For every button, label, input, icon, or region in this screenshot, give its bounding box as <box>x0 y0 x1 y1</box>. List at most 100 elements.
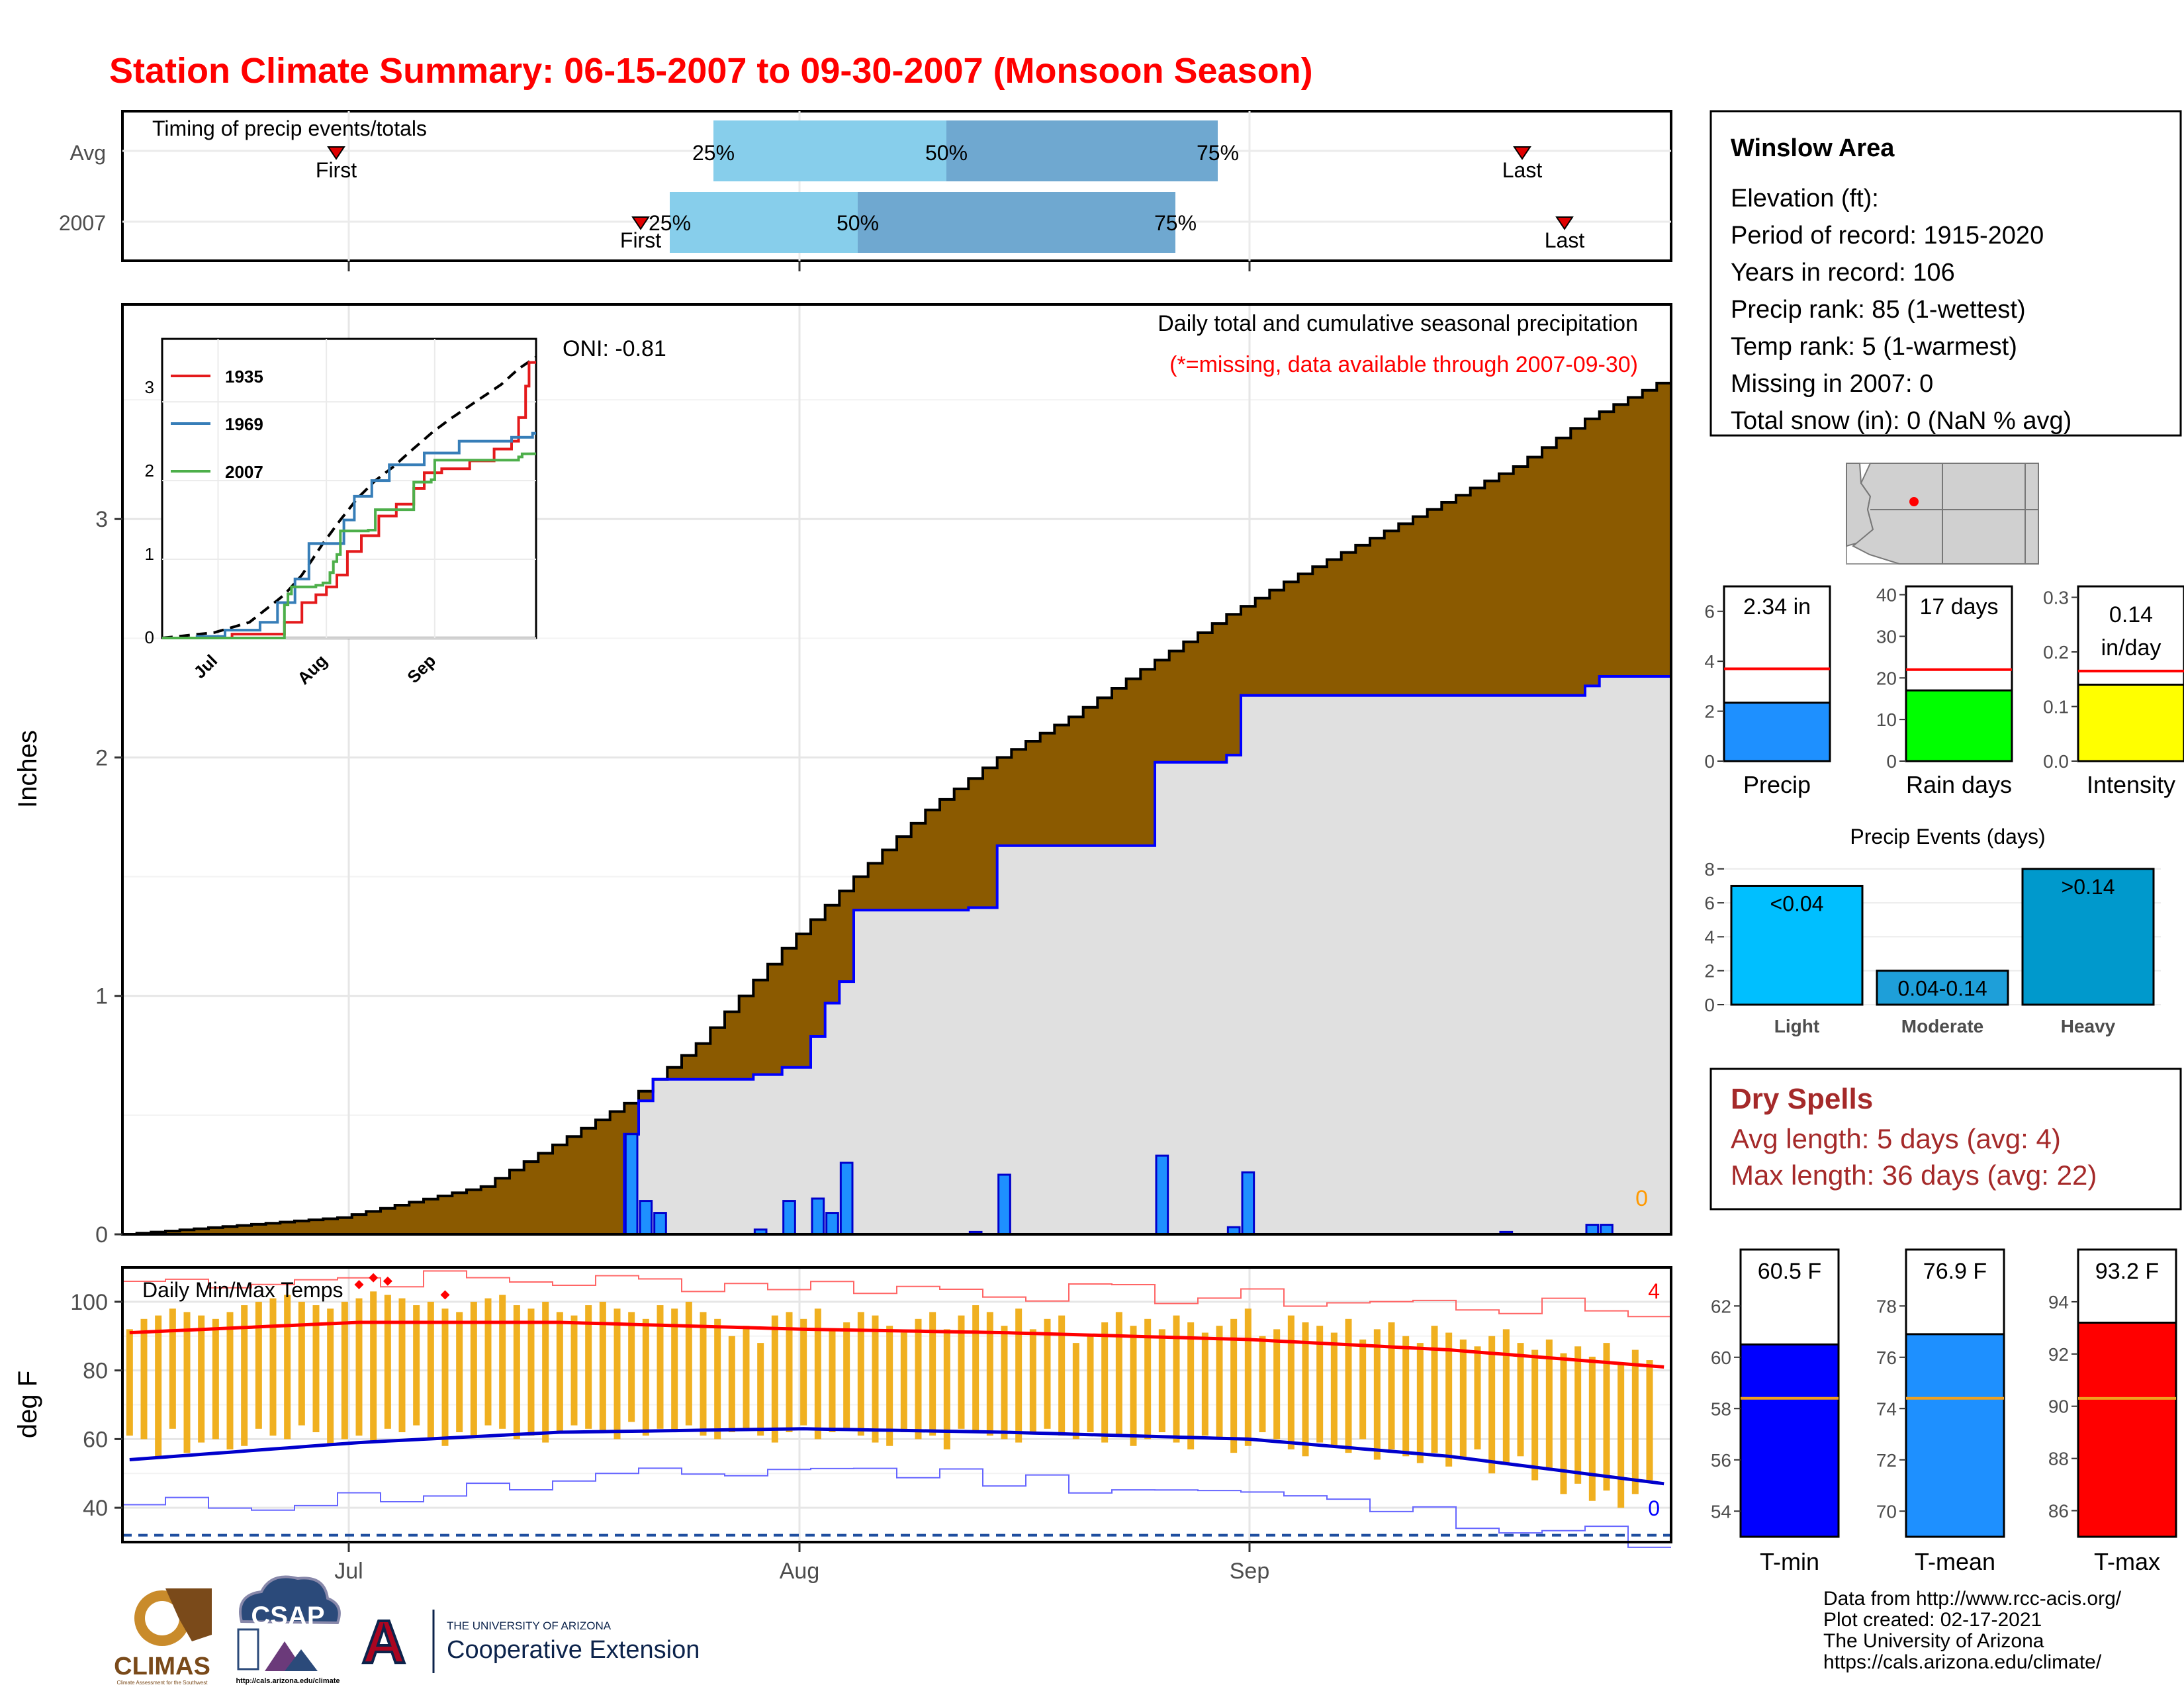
2007-p25-label: 25% <box>649 211 691 235</box>
daily-precip-bar <box>1241 1171 1255 1236</box>
dry-spells-avg: Avg length: 5 days (avg: 4) <box>1731 1123 2061 1154</box>
precip-event-tick: 4 <box>1704 927 1715 947</box>
precip-event-bar-moderate <box>1876 970 2009 1006</box>
daily-temp-bar <box>685 1301 692 1426</box>
daily-temp-bar <box>1330 1332 1338 1446</box>
daily-temp-bar <box>1244 1308 1251 1446</box>
daily-temp-bar <box>155 1315 162 1457</box>
avg-p50-label: 50% <box>925 141 968 165</box>
credit-line-1: Data from http://www.rcc-acis.org/ <box>1823 1588 2122 1610</box>
precip-event-category: Heavy <box>2061 1016 2116 1036</box>
main-y-axis: 0 1 2 3 <box>95 507 122 1248</box>
cold-count: 0 <box>1648 1496 1660 1520</box>
timing-row-label-2007: 2007 <box>59 211 106 235</box>
daily-temp-bar <box>570 1315 578 1426</box>
ua-logo-line2: Cooperative Extension <box>447 1636 700 1664</box>
daily-temp-bar <box>1173 1315 1180 1443</box>
daily-temp-bar <box>1502 1329 1510 1463</box>
temp-bar-label: T-max <box>2094 1548 2160 1575</box>
daily-temp-bar <box>786 1312 793 1432</box>
mini-bar-precip <box>1723 702 1831 762</box>
daily-temp-bar <box>355 1298 363 1436</box>
avg-cumulative-line <box>122 381 1671 1236</box>
main-ylabel: Inches <box>13 730 42 808</box>
credits: Data from http://www.rcc-acis.org/ Plot … <box>1823 1588 2122 1673</box>
temp-bar-label: T-min <box>1760 1548 1819 1575</box>
daily-temp-bar <box>1517 1343 1524 1457</box>
avg-first-label: First <box>316 158 357 182</box>
daily-temp-bar <box>814 1308 821 1440</box>
record-high-marker <box>369 1273 379 1283</box>
mini-bar-label: Precip <box>1743 771 1811 798</box>
daily-temp-bar <box>915 1318 922 1440</box>
daily-precip-bar <box>1155 1154 1169 1236</box>
record-high-marker <box>383 1276 392 1286</box>
daily-temp-bar <box>1087 1336 1094 1432</box>
daily-precip-bar <box>825 1212 839 1236</box>
daily-temp-bar <box>628 1312 635 1422</box>
avg-last-marker <box>1513 146 1531 160</box>
daily-precip-bar <box>624 1133 639 1236</box>
ua-logo: A THE UNIVERSITY OF ARIZONA Cooperative … <box>361 1607 700 1677</box>
daily-precip-bar <box>997 1173 1011 1236</box>
daily-temp-bar <box>829 1329 836 1432</box>
daily-temp-bar <box>1316 1326 1324 1443</box>
daily-temp-bar <box>1029 1329 1036 1432</box>
mini-bar-tick: 6 <box>1704 602 1715 622</box>
daily-temp-bar <box>972 1305 979 1432</box>
daily-temp-bar <box>1588 1356 1596 1501</box>
station-line-temp-rank: Temp rank: 5 (1-warmest) <box>1731 333 2017 361</box>
mini-bar-rain-days <box>1905 689 2013 762</box>
daily-temp-bar <box>1101 1322 1109 1443</box>
precip-event-category: Light <box>1774 1016 1819 1036</box>
inset-legend-1935: 1935 <box>225 367 263 387</box>
daily-temp-bar <box>183 1312 191 1453</box>
temp-ytick: 80 <box>83 1359 108 1384</box>
avg-min-line <box>129 1427 1664 1486</box>
daily-temp-bar <box>1158 1329 1165 1432</box>
daily-temp-bar <box>1115 1312 1122 1436</box>
oni-value: ONI: -0.81 <box>563 336 666 361</box>
daily-temp-bar <box>1574 1346 1582 1484</box>
daily-temp-bar <box>1402 1336 1410 1457</box>
daily-temp-bar <box>1646 1360 1653 1481</box>
daily-temp-bar <box>714 1318 721 1440</box>
daily-temp-bar <box>757 1343 764 1436</box>
avg-max-line <box>129 1320 1664 1369</box>
temp-bar-tick: 76 <box>1876 1348 1897 1368</box>
2007-25-50-bar <box>670 192 858 253</box>
daily-temp-bar <box>513 1305 520 1440</box>
mini-bar-label: Intensity <box>2087 771 2175 798</box>
temp-bar-value: 60.5 F <box>1758 1259 1821 1284</box>
daily-precip-bar <box>653 1212 667 1236</box>
daily-temp-bar <box>456 1312 463 1432</box>
daily-temp-bar <box>614 1308 621 1440</box>
dry-spells-title: Dry Spells <box>1731 1083 1873 1115</box>
temp-chart-title: Daily Min/Max Temps <box>142 1278 343 1302</box>
mini-bar-tick: 10 <box>1876 709 1897 730</box>
inset-ytick-2: 2 <box>145 461 154 480</box>
temp-bar-tick: 60 <box>1711 1348 1731 1368</box>
daily-temp-bar <box>1388 1322 1395 1449</box>
precip-event-bar-label: >0.14 <box>2062 875 2115 899</box>
2007-p50-label: 50% <box>837 211 879 235</box>
station-line-missing: Missing in 2007: 0 <box>1731 370 1933 398</box>
precip-event-bar-label: 0.04-0.14 <box>1897 977 1987 1001</box>
xtick-jul: Jul <box>334 1559 363 1584</box>
xtick-aug: Aug <box>780 1559 820 1584</box>
daily-temp-bar <box>857 1312 864 1436</box>
mini-bar-tick: 0.3 <box>2043 588 2069 608</box>
missing-count: 0 <box>1635 1186 1648 1211</box>
daily-temp-bar <box>1230 1318 1238 1453</box>
daily-temp-bar <box>1273 1329 1281 1440</box>
precip-event-category: Moderate <box>1901 1016 1983 1036</box>
daily-precip-bar <box>782 1200 796 1236</box>
inset-2007-line <box>162 452 537 639</box>
daily-temp-bar <box>327 1308 334 1446</box>
daily-temp-bar <box>398 1298 406 1432</box>
record-high-markers <box>354 1273 450 1300</box>
temp-bar-value: 93.2 F <box>2095 1259 2159 1284</box>
daily-temp-bar <box>413 1305 420 1426</box>
daily-temp-bar <box>671 1308 678 1432</box>
daily-temp-bar <box>226 1312 234 1449</box>
